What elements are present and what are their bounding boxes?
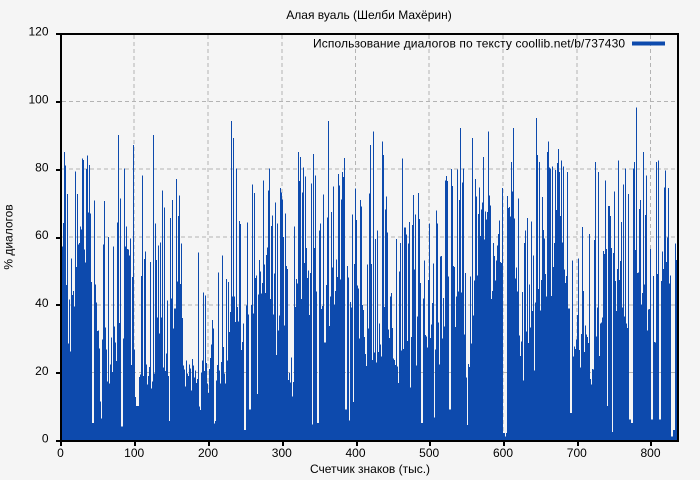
svg-text:Использование диалогов по текс: Использование диалогов по тексту coollib…	[313, 37, 625, 51]
svg-text:% диалогов: % диалогов	[2, 204, 16, 269]
svg-text:500: 500	[419, 446, 439, 460]
svg-text:100: 100	[28, 93, 48, 107]
svg-text:60: 60	[35, 228, 49, 242]
svg-text:40: 40	[35, 296, 49, 310]
svg-text:80: 80	[35, 160, 49, 174]
svg-text:Алая вуаль (Шелби Махёрин): Алая вуаль (Шелби Махёрин)	[286, 8, 451, 22]
svg-text:200: 200	[198, 446, 218, 460]
svg-text:Счетчик знаков (тыс.): Счетчик знаков (тыс.)	[310, 462, 430, 476]
svg-text:20: 20	[35, 364, 49, 378]
svg-text:600: 600	[493, 446, 513, 460]
svg-text:0: 0	[57, 446, 64, 460]
svg-text:700: 700	[567, 446, 587, 460]
svg-text:0: 0	[42, 432, 49, 446]
svg-text:800: 800	[640, 446, 660, 460]
svg-text:400: 400	[345, 446, 365, 460]
svg-text:120: 120	[28, 25, 48, 39]
svg-text:300: 300	[272, 446, 292, 460]
svg-text:100: 100	[124, 446, 144, 460]
